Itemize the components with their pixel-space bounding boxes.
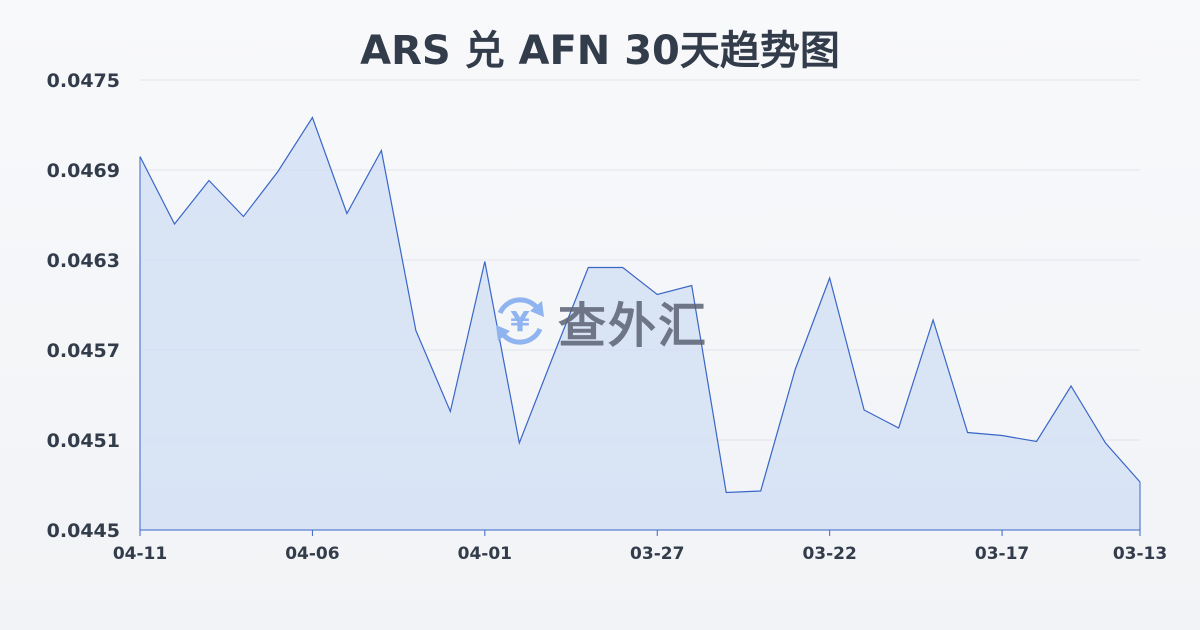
area-fill <box>140 117 1140 530</box>
x-tick-label: 04-01 <box>458 544 512 564</box>
x-tick-label: 04-06 <box>285 544 339 564</box>
y-tick-label: 0.0451 <box>47 430 120 452</box>
yen-exchange-icon: ¥ <box>496 297 544 345</box>
y-tick-label: 0.0475 <box>47 70 120 92</box>
chart-title: ARS 兑 AFN 30天趋势图 <box>360 28 840 74</box>
y-tick-label: 0.0457 <box>47 340 120 362</box>
y-tick-label: 0.0469 <box>47 160 120 182</box>
series-line <box>139 116 1141 494</box>
x-tick-label: 03-22 <box>802 544 856 564</box>
y-tick-label: 0.0463 <box>47 250 120 272</box>
x-tick-label: 03-13 <box>1113 544 1167 564</box>
x-tick-label: 03-27 <box>630 544 684 564</box>
svg-text:¥: ¥ <box>510 305 530 338</box>
x-tick-label: 03-17 <box>975 544 1029 564</box>
x-tick-label: 04-11 <box>113 544 167 564</box>
watermark: ¥ 查外汇 <box>490 286 708 356</box>
y-tick-label: 0.0445 <box>47 520 120 542</box>
watermark-text: 查外汇 <box>558 298 709 354</box>
